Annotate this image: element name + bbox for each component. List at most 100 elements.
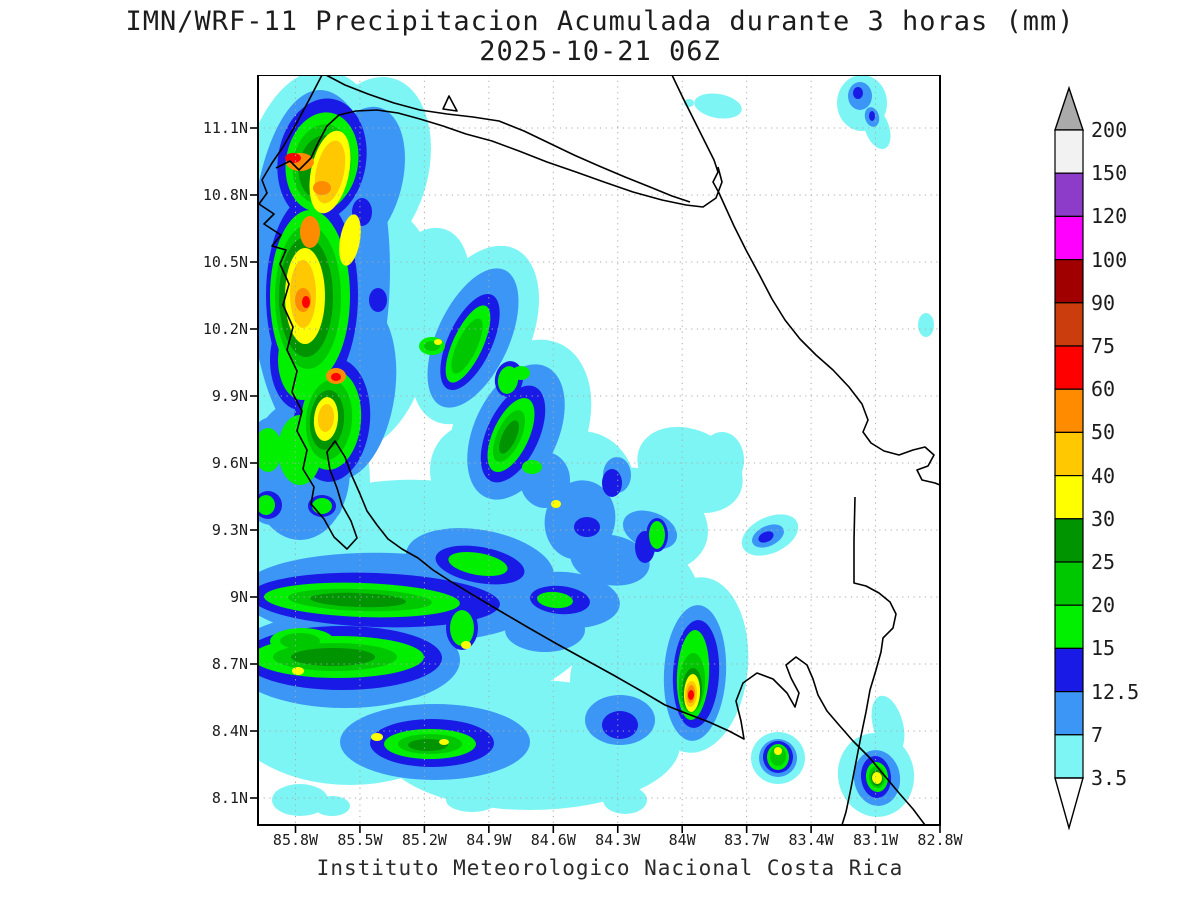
lat-tick-label: 9.6N — [211, 454, 248, 472]
colorbar-cell — [1054, 690, 1084, 736]
precip-blob — [505, 608, 585, 652]
colorbar-cell — [1054, 302, 1084, 347]
coastline-path — [841, 496, 897, 825]
coastline-path — [258, 75, 926, 825]
lon-tick-label: 82.8W — [917, 831, 963, 849]
colorbar-label: 20 — [1091, 593, 1116, 618]
colorbar — [1054, 85, 1084, 831]
precip-blob — [310, 592, 406, 608]
lon-tick-label: 84W — [668, 831, 696, 849]
precip-blob — [291, 648, 375, 666]
lat-tick-label: 9N — [229, 588, 248, 606]
colorbar-cell — [1054, 129, 1084, 174]
lon-tick-label: 83.1W — [852, 831, 899, 849]
precip-blob — [461, 641, 471, 649]
precip-blob — [450, 610, 474, 646]
precip-blob — [339, 214, 361, 266]
lat-tick-label: 11.1N — [202, 119, 248, 137]
precip-blob — [312, 498, 332, 514]
lon-tick-label: 83.4W — [788, 831, 834, 849]
precip-blob — [649, 521, 665, 549]
colorbar-cell — [1054, 172, 1084, 217]
precip-blob — [446, 788, 498, 812]
precip-blob — [570, 534, 650, 586]
colorbar-label: 200 — [1091, 118, 1128, 142]
precip-blob — [314, 796, 350, 816]
colorbar-cell — [1054, 215, 1084, 261]
precip-blob — [869, 111, 875, 121]
lon-tick-label: 84.6W — [530, 831, 576, 849]
colorbar-label: 25 — [1091, 550, 1116, 574]
lon-tick-label: 85.5W — [337, 831, 383, 849]
colorbar-label: 40 — [1091, 463, 1116, 488]
precip-blob — [448, 551, 508, 577]
colorbar-cell — [1054, 561, 1084, 606]
precip-blob — [434, 339, 442, 345]
colorbar-cell — [1054, 604, 1084, 650]
colorbar-cell — [1054, 259, 1084, 304]
precip-blob — [871, 772, 883, 784]
lon-tick-label: 84.3W — [595, 831, 641, 849]
precip-blob — [602, 469, 622, 497]
precip-blob — [918, 313, 934, 337]
precip-blob — [313, 181, 331, 195]
precip-blob — [258, 428, 282, 472]
precip-blob — [522, 460, 542, 474]
page-title: IMN/WRF-11 Precipitacion Acumulada duran… — [125, 6, 1075, 37]
precip-blob — [774, 747, 782, 755]
lat-tick-label: 8.1N — [211, 789, 248, 807]
precip-blob — [602, 711, 638, 739]
lat-tick-label: 10.2N — [202, 320, 248, 338]
colorbar-label: 75 — [1091, 334, 1116, 358]
precip-blob — [758, 531, 774, 543]
colorbar-label: 150 — [1091, 161, 1128, 186]
coastline-path — [325, 75, 691, 203]
colorbar-cell — [1054, 345, 1084, 390]
colorbar-arrow-below-min — [1054, 777, 1084, 831]
colorbar-label: 12.5 — [1091, 679, 1140, 704]
map-frame — [257, 75, 941, 826]
precip-blob — [292, 667, 304, 675]
precip-blob — [285, 153, 301, 163]
precip-blob — [408, 739, 448, 751]
colorbar-cell — [1054, 647, 1084, 693]
lon-tick-label: 85.8W — [272, 831, 319, 849]
axis-ticks — [250, 127, 941, 833]
valid-time-subtitle: 2025-10-21 06Z — [479, 36, 721, 67]
colorbar-label: 90 — [1091, 290, 1116, 315]
colorbar-cell — [1054, 734, 1084, 779]
precip-blob — [551, 500, 561, 508]
precip-blob — [280, 633, 320, 649]
lon-tick-label: 84.9W — [466, 831, 512, 849]
precip-blob — [369, 288, 387, 312]
colorbar-label: 50 — [1091, 420, 1116, 445]
precip-blob — [272, 784, 328, 816]
precip-blob — [451, 318, 483, 374]
lat-tick-label: 9.9N — [211, 387, 248, 405]
lat-tick-label: 10.5N — [202, 253, 248, 271]
colorbar-cell — [1054, 518, 1084, 563]
footer-credit: Instituto Meteorologico Nacional Costa R… — [316, 856, 904, 880]
coastline-path — [671, 75, 940, 486]
lon-tick-label: 85.2W — [401, 831, 447, 849]
colorbar-label: 30 — [1091, 506, 1116, 531]
precip-blob — [603, 786, 647, 814]
precip-blob — [258, 495, 275, 515]
colorbar-cell — [1054, 388, 1084, 434]
coastline-path — [275, 109, 723, 208]
precip-blob — [371, 733, 383, 741]
coastline-borders — [258, 75, 940, 825]
precip-blob — [490, 781, 550, 809]
lat-tick-label: 9.3N — [211, 521, 248, 539]
precip-blob — [537, 591, 573, 609]
precip-blob — [302, 296, 310, 308]
precip-blob — [317, 404, 335, 432]
lat-tick-label: 8.7N — [211, 655, 248, 673]
colorbar-cell — [1054, 475, 1084, 520]
colorbar-label: 15 — [1091, 636, 1116, 661]
precip-blob — [499, 420, 519, 454]
lat-tick-label: 10.8N — [202, 186, 248, 204]
precip-blob — [331, 373, 341, 381]
precip-blob — [853, 87, 863, 99]
